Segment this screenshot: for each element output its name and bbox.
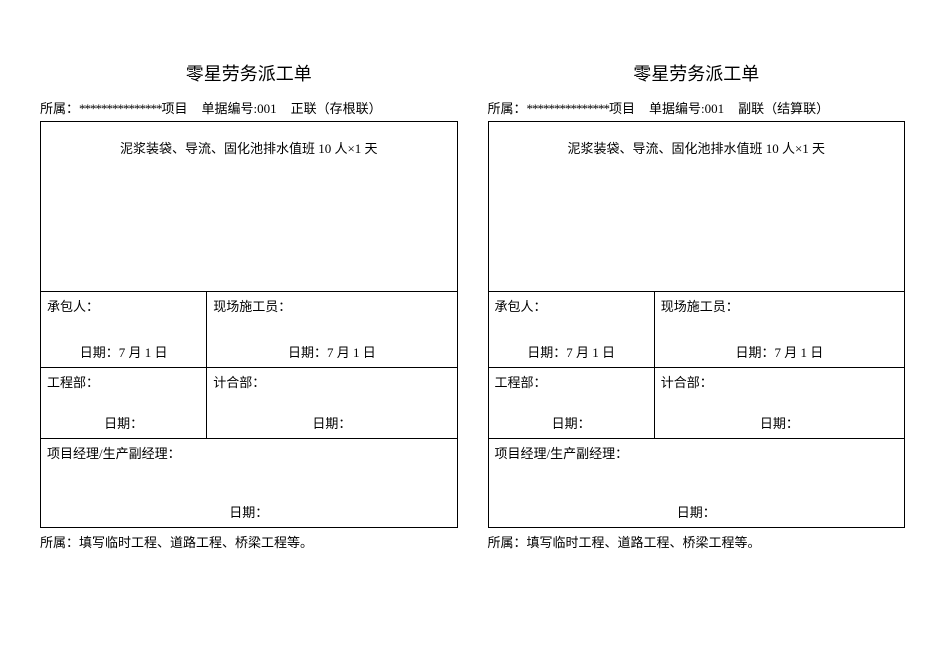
form-copy-left: 零星劳务派工单 所属： *************** 项目 单据编号: 001… <box>40 60 458 609</box>
copy-label: 正联（存根联） <box>291 98 382 117</box>
doc-no-label: 单据编号: <box>202 98 258 117</box>
supervisor-date: 日期：7 月 1 日 <box>207 338 456 367</box>
contractor-date: 日期：7 月 1 日 <box>489 338 654 367</box>
engineering-date: 日期： <box>489 409 654 438</box>
supervisor-label: 现场施工员： <box>207 292 456 319</box>
manager-date: 日期： <box>489 498 905 527</box>
engineering-label: 工程部： <box>41 368 206 395</box>
contractor-date: 日期：7 月 1 日 <box>41 338 206 367</box>
doc-no-value: 001 <box>705 101 725 117</box>
belong-dots: *************** <box>79 101 162 117</box>
form-table: 泥浆装袋、导流、固化池排水值班 10 人×1 天 承包人： 日期：7 月 1 日… <box>488 121 906 528</box>
form-title: 零星劳务派工单 <box>488 60 906 86</box>
signature-row-1: 承包人： 日期：7 月 1 日 现场施工员： 日期：7 月 1 日 <box>41 292 457 368</box>
header-row: 所属： *************** 项目 单据编号: 001 正联（存根联） <box>40 98 458 117</box>
accounting-date: 日期： <box>207 409 456 438</box>
manager-date: 日期： <box>41 498 457 527</box>
belong-label: 所属： <box>488 98 527 117</box>
supervisor-date: 日期：7 月 1 日 <box>655 338 904 367</box>
form-table: 泥浆装袋、导流、固化池排水值班 10 人×1 天 承包人： 日期：7 月 1 日… <box>40 121 458 528</box>
manager-row: 项目经理/生产副经理： 日期： <box>489 439 905 527</box>
footer-note: 所属：填写临时工程、道路工程、桥梁工程等。 <box>488 532 906 551</box>
signature-row-2: 工程部： 日期： 计合部： 日期： <box>489 368 905 439</box>
contractor-label: 承包人： <box>41 292 206 319</box>
copy-label: 副联（结算联） <box>738 98 829 117</box>
contractor-label: 承包人： <box>489 292 654 319</box>
manager-label: 项目经理/生产副经理： <box>489 439 905 466</box>
doc-no-label: 单据编号: <box>649 98 705 117</box>
content-cell: 泥浆装袋、导流、固化池排水值班 10 人×1 天 <box>489 122 905 292</box>
belong-dots: *************** <box>527 101 610 117</box>
accounting-date: 日期： <box>655 409 904 438</box>
accounting-label: 计合部： <box>655 368 904 395</box>
belong-label: 所属： <box>40 98 79 117</box>
project-suffix: 项目 <box>162 98 188 117</box>
accounting-label: 计合部： <box>207 368 456 395</box>
doc-no-value: 001 <box>257 101 277 117</box>
supervisor-label: 现场施工员： <box>655 292 904 319</box>
signature-row-1: 承包人： 日期：7 月 1 日 现场施工员： 日期：7 月 1 日 <box>489 292 905 368</box>
engineering-date: 日期： <box>41 409 206 438</box>
manager-row: 项目经理/生产副经理： 日期： <box>41 439 457 527</box>
header-row: 所属： *************** 项目 单据编号: 001 副联（结算联） <box>488 98 906 117</box>
signature-row-2: 工程部： 日期： 计合部： 日期： <box>41 368 457 439</box>
content-cell: 泥浆装袋、导流、固化池排水值班 10 人×1 天 <box>41 122 457 292</box>
project-suffix: 项目 <box>609 98 635 117</box>
form-copy-right: 零星劳务派工单 所属： *************** 项目 单据编号: 001… <box>488 60 906 609</box>
form-title: 零星劳务派工单 <box>40 60 458 86</box>
manager-label: 项目经理/生产副经理： <box>41 439 457 466</box>
footer-note: 所属：填写临时工程、道路工程、桥梁工程等。 <box>40 532 458 551</box>
engineering-label: 工程部： <box>489 368 654 395</box>
